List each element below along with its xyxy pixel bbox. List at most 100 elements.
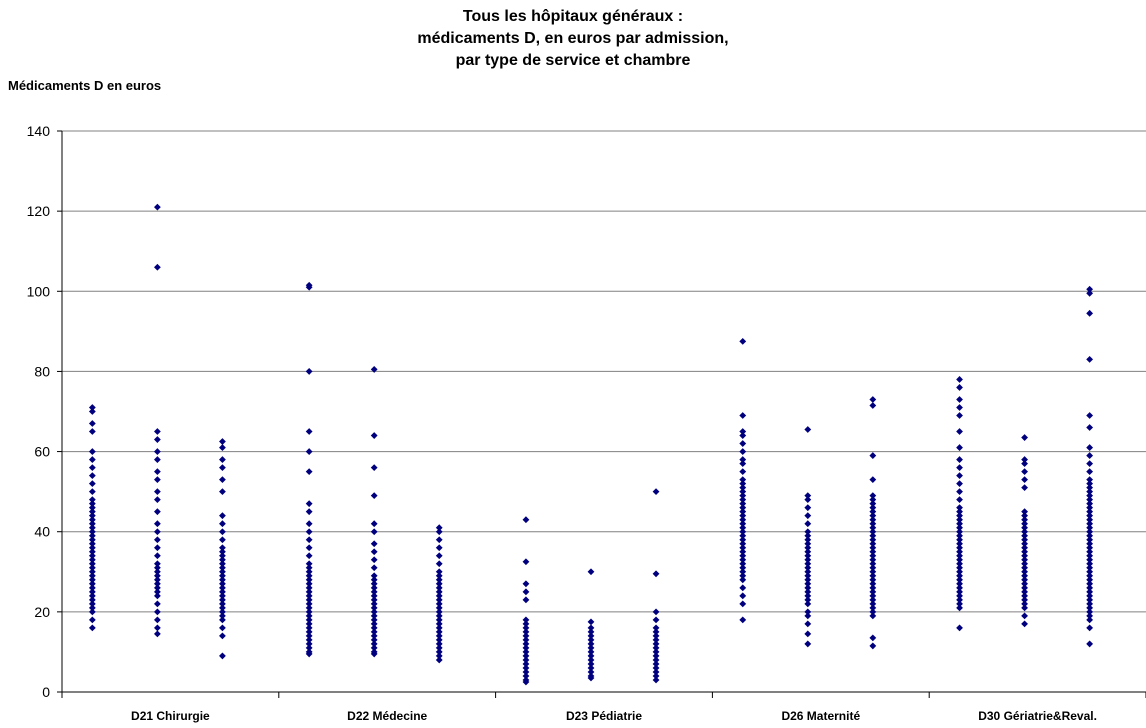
data-point <box>522 672 530 680</box>
data-point <box>219 652 226 660</box>
data-point <box>1021 468 1028 476</box>
data-point <box>1086 484 1094 492</box>
data-point <box>1086 564 1094 572</box>
data-point <box>88 456 96 463</box>
data-point <box>587 652 595 660</box>
data-point <box>219 548 226 556</box>
data-point <box>1086 524 1094 532</box>
data-point <box>1086 356 1094 363</box>
data-point <box>1086 576 1094 584</box>
data-point <box>219 572 226 580</box>
data-point <box>370 608 378 616</box>
data-point <box>1086 556 1094 564</box>
data-point <box>435 640 443 648</box>
data-point <box>522 628 530 636</box>
data-point <box>587 624 595 632</box>
data-point <box>956 472 963 480</box>
data-point <box>219 616 226 624</box>
data-point <box>522 580 530 588</box>
data-point <box>435 576 443 584</box>
data-point <box>1086 309 1094 317</box>
data-point <box>869 560 877 568</box>
data-point <box>869 584 877 592</box>
data-point <box>1021 588 1028 596</box>
data-point <box>804 552 812 560</box>
data-point <box>739 496 747 504</box>
data-point <box>88 604 96 612</box>
data-point <box>219 600 226 608</box>
data-point <box>153 584 161 592</box>
data-point <box>219 568 226 576</box>
data-point <box>1086 460 1094 467</box>
data-point <box>522 656 530 664</box>
data-point <box>522 648 530 656</box>
data-point <box>219 592 226 600</box>
data-point <box>435 544 443 552</box>
data-point <box>522 596 530 604</box>
data-point <box>739 337 747 345</box>
data-point <box>88 520 96 528</box>
data-point <box>305 536 313 544</box>
data-point <box>869 568 877 576</box>
data-point <box>370 648 378 656</box>
data-point <box>956 516 963 524</box>
data-point <box>587 644 595 652</box>
data-point <box>1086 600 1094 608</box>
data-point <box>739 484 747 492</box>
data-point <box>370 366 378 373</box>
data-point <box>869 532 877 540</box>
data-point <box>305 640 313 648</box>
data-point <box>1086 496 1094 504</box>
data-point <box>305 616 313 624</box>
data-point <box>804 612 812 620</box>
chart-title-line-3: par type de service et chambre <box>455 52 691 69</box>
data-point <box>739 568 747 576</box>
y-tick-label: 20 <box>34 604 50 620</box>
data-point <box>435 632 443 640</box>
chart-title-line-2: médicaments D, en euros par admission, <box>417 30 729 47</box>
data-point <box>435 628 443 636</box>
data-point <box>88 496 96 504</box>
data-point <box>587 636 595 644</box>
data-point <box>1086 584 1094 592</box>
data-point <box>522 668 530 676</box>
data-point <box>435 584 443 592</box>
data-point <box>1086 508 1094 516</box>
data-point <box>739 572 747 580</box>
data-point <box>869 402 877 409</box>
data-point <box>435 616 443 624</box>
data-point <box>88 588 96 596</box>
data-point <box>1021 512 1028 520</box>
data-point <box>804 512 812 520</box>
data-point <box>956 504 963 512</box>
data-point <box>587 640 595 648</box>
data-point <box>956 584 963 592</box>
data-point <box>1021 564 1028 572</box>
data-point <box>219 488 226 496</box>
data-point <box>305 608 313 616</box>
data-point <box>739 504 747 512</box>
data-point <box>1086 444 1094 451</box>
data-point <box>88 556 96 564</box>
data-point <box>522 676 530 684</box>
data-point <box>153 560 161 568</box>
data-point <box>652 628 660 636</box>
data-point <box>587 648 595 656</box>
data-point <box>1086 412 1094 419</box>
data-point <box>739 508 747 516</box>
data-point <box>435 592 443 600</box>
data-point <box>153 630 161 638</box>
data-point <box>305 508 313 516</box>
data-point <box>435 608 443 616</box>
data-point <box>739 548 747 556</box>
data-point <box>88 560 96 568</box>
data-point <box>219 464 226 471</box>
chart-title: Tous les hôpitaux généraux : médicaments… <box>300 6 846 72</box>
y-tick-label: 80 <box>34 363 50 379</box>
data-point <box>1086 592 1094 600</box>
data-point <box>652 648 660 656</box>
data-point <box>305 584 313 592</box>
data-point <box>370 620 378 628</box>
data-point <box>219 604 226 612</box>
data-point <box>522 644 530 652</box>
